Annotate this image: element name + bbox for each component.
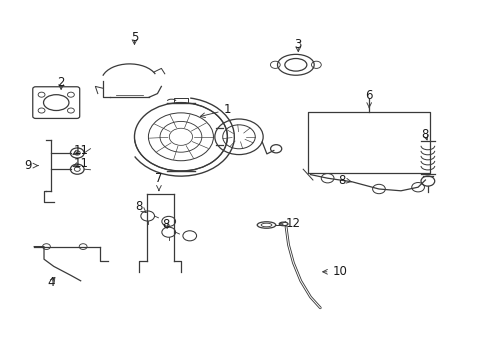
- Text: 4: 4: [47, 276, 55, 289]
- Text: 5: 5: [130, 31, 138, 44]
- Text: 11: 11: [73, 144, 88, 157]
- Text: 3: 3: [294, 39, 302, 51]
- Text: 9: 9: [24, 159, 38, 172]
- Text: 8: 8: [162, 219, 170, 231]
- Text: 8: 8: [135, 201, 146, 213]
- Text: 2: 2: [57, 76, 65, 89]
- Text: 1: 1: [200, 103, 231, 118]
- Text: 11: 11: [73, 157, 88, 170]
- Text: 7: 7: [155, 172, 163, 190]
- Text: 10: 10: [322, 265, 346, 278]
- Text: 6: 6: [365, 89, 372, 108]
- Text: 8: 8: [421, 129, 428, 141]
- Text: 12: 12: [280, 217, 300, 230]
- Text: 8: 8: [338, 174, 351, 186]
